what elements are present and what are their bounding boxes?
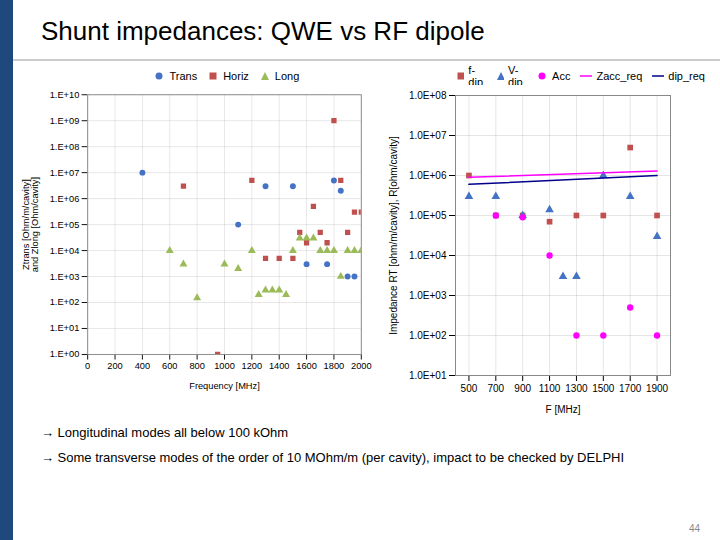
- svg-text:1.0E+02: 1.0E+02: [409, 330, 447, 341]
- svg-text:400: 400: [135, 361, 150, 371]
- html-text:Acc: Acc: [552, 70, 571, 82]
- svg-text:900: 900: [514, 383, 531, 394]
- svg-text:1200: 1200: [242, 361, 263, 371]
- svg-text:1.0E+08: 1.0E+08: [409, 90, 447, 101]
- svg-text:1800: 1800: [324, 361, 345, 371]
- svg-text:200: 200: [107, 361, 122, 371]
- svg-text:1.E+10: 1.E+10: [50, 90, 80, 100]
- html-text:44: 44: [688, 523, 700, 534]
- svg-text:F [MHz]: F [MHz]: [545, 404, 580, 415]
- svg-text:600: 600: [162, 361, 177, 371]
- svg-text:1.E+06: 1.E+06: [50, 194, 80, 204]
- svg-text:2000: 2000: [351, 361, 372, 371]
- html-text:Long: Long: [274, 70, 300, 82]
- svg-text:1500: 1500: [592, 383, 615, 394]
- svg-text:1.0E+06: 1.0E+06: [409, 170, 447, 181]
- svg-text:1.E+01: 1.E+01: [50, 323, 80, 333]
- html-text:→ Some transverse modes of the: → Some transverse modes of the order of …: [41, 450, 625, 465]
- svg-text:1.0E+04: 1.0E+04: [409, 250, 447, 261]
- svg-text:1.0E+01: 1.0E+01: [409, 370, 447, 381]
- svg-text:1.E+09: 1.E+09: [50, 116, 80, 126]
- svg-text:500: 500: [460, 383, 477, 394]
- html-text:Trans: Trans: [169, 70, 198, 82]
- svg-text:1900: 1900: [646, 383, 669, 394]
- html-text:Horiz: Horiz: [223, 70, 249, 82]
- html-text:V-dip: V-dip: [508, 64, 523, 88]
- svg-text:1.E+00: 1.E+00: [50, 349, 80, 359]
- svg-text:800: 800: [189, 361, 204, 371]
- html-text:Shunt impedances: QWE vs RF di: Shunt impedances: QWE vs RF dipole: [41, 16, 485, 46]
- html-text:dip_req: dip_req: [668, 70, 705, 82]
- html-text:f-dip: f-dip: [468, 64, 483, 88]
- svg-text:1000: 1000: [214, 361, 235, 371]
- svg-text:1300: 1300: [565, 383, 588, 394]
- html-text:→ Longitudinal modes all below: → Longitudinal modes all below 100 kOhm: [41, 425, 289, 440]
- svg-text:700: 700: [487, 383, 504, 394]
- html-text:Zacc_req: Zacc_req: [596, 70, 643, 82]
- svg-text:1.E+04: 1.E+04: [50, 246, 80, 256]
- svg-text:1.E+05: 1.E+05: [50, 220, 80, 230]
- svg-text:1.E+03: 1.E+03: [50, 272, 80, 282]
- svg-text:1.E+07: 1.E+07: [50, 168, 80, 178]
- svg-text:1400: 1400: [269, 361, 290, 371]
- svg-text:1100: 1100: [539, 383, 561, 394]
- svg-text:1.0E+07: 1.0E+07: [409, 130, 447, 141]
- svg-text:Frequency [MHz]: Frequency [MHz]: [189, 381, 260, 391]
- svg-text:1.E+08: 1.E+08: [50, 142, 80, 152]
- svg-text:1.0E+03: 1.0E+03: [409, 290, 447, 301]
- svg-text:1600: 1600: [296, 361, 317, 371]
- svg-text:0: 0: [85, 361, 90, 371]
- svg-text:1.E+02: 1.E+02: [50, 297, 80, 307]
- svg-text:Impedance RT [ohm/m/cavity], R: Impedance RT [ohm/m/cavity], R[ohm/cavit…: [387, 136, 398, 335]
- svg-text:1.0E+05: 1.0E+05: [409, 210, 447, 221]
- svg-text:1700: 1700: [619, 383, 642, 394]
- svg-text:Ztrans [Ohm/m/cavity]and Zlong: Ztrans [Ohm/m/cavity]and Zlong [Ohm/cavi…: [20, 177, 39, 272]
